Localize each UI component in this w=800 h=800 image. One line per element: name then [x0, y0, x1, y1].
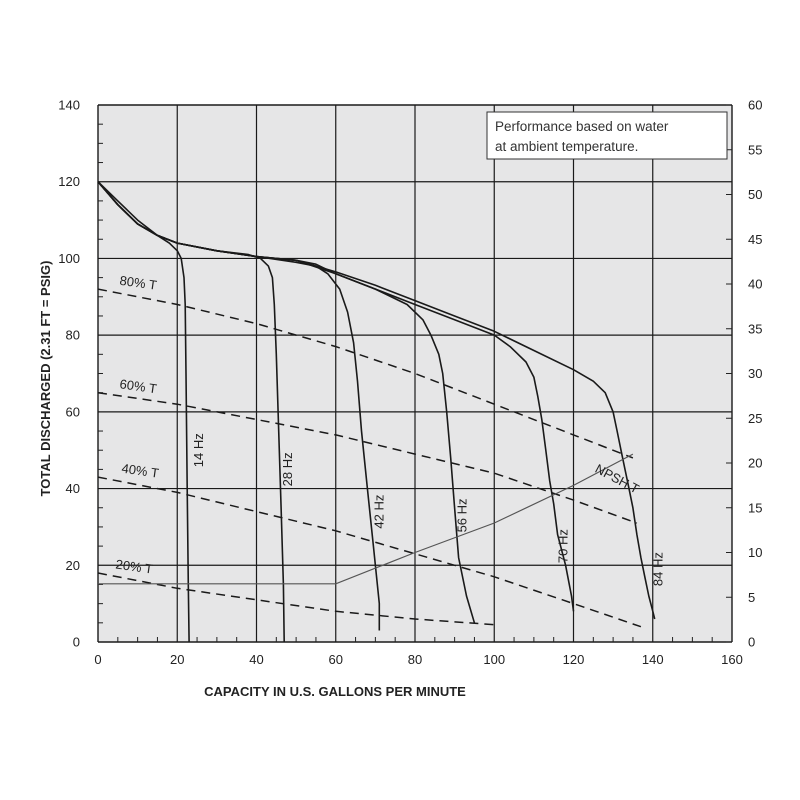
- y-axis-title: TOTAL DISCHARGED (2.31 FT = PSIG): [38, 261, 53, 497]
- speed-curve-label: 42 Hz: [371, 495, 386, 529]
- efficiency-curve-label: 20% T: [115, 557, 154, 577]
- speed-curve-label: 28 Hz: [280, 452, 295, 486]
- y-tick-label: 20: [66, 558, 80, 573]
- right-axis-ticks: 0 5 10 15 20 25 30 35 40 45 50 55 60: [748, 98, 762, 650]
- x-tick-label: 100: [483, 652, 505, 667]
- efficiency-curve-label: 60% T: [119, 376, 158, 396]
- speed-curve: [97, 181, 656, 620]
- right-axis-tick-label: 60: [748, 98, 762, 113]
- x-tick-label: 20: [170, 652, 184, 667]
- x-tick-label: 140: [642, 652, 664, 667]
- annotation-line-1: Performance based on water: [495, 119, 669, 134]
- right-axis-tick-label: 5: [748, 590, 755, 605]
- right-axis-tick-label: 25: [748, 411, 762, 426]
- annotation-box: Performance based on water at ambient te…: [486, 111, 728, 160]
- speed-curve-label: 56 Hz: [455, 498, 470, 532]
- minor-ticks: [98, 104, 732, 643]
- right-axis-tick-label: 55: [748, 142, 762, 157]
- x-tick-label: 160: [721, 652, 743, 667]
- x-axis-title: CAPACITY IN U.S. GALLONS PER MINUTE: [204, 684, 466, 699]
- right-axis-tick-label: 45: [748, 232, 762, 247]
- right-axis-tick-label: 15: [748, 500, 762, 515]
- speed-curve-label: 14 Hz: [191, 433, 206, 467]
- speed-curve-label: 70 Hz: [556, 529, 571, 563]
- right-axis-tick-label: 20: [748, 456, 762, 471]
- y-tick-label: 40: [66, 481, 80, 496]
- y-tick-label: 140: [58, 98, 80, 113]
- speed-curve: [97, 181, 190, 643]
- x-tick-label: 80: [408, 652, 422, 667]
- npsh-curve: [98, 453, 634, 585]
- right-axis-tick-label: 50: [748, 187, 762, 202]
- right-axis-tick-label: 30: [748, 366, 762, 381]
- efficiency-curve: [97, 288, 634, 459]
- right-axis-tick-label: 40: [748, 277, 762, 292]
- x-tick-label: 120: [563, 652, 585, 667]
- y-tick-label: 120: [58, 174, 80, 189]
- y-tick-label: 80: [66, 328, 80, 343]
- right-axis-tick-label: 0: [748, 635, 755, 650]
- efficiency-curve-label: 80% T: [119, 273, 158, 293]
- npsh-curve-group: [98, 453, 634, 585]
- efficiency-curve: [97, 391, 638, 524]
- efficiency-curves: [97, 288, 642, 628]
- y-tick-label: 0: [73, 635, 80, 650]
- efficiency-curve: [97, 476, 642, 628]
- right-axis-tick-label: 10: [748, 545, 762, 560]
- efficiency-curve-label: 40% T: [121, 461, 160, 481]
- speed-curves: [97, 181, 656, 643]
- annotation-line-2: at ambient temperature.: [495, 139, 638, 154]
- efficiency-curve: [97, 572, 495, 626]
- y-tick-label: 100: [58, 251, 80, 266]
- y-tick-label: 60: [66, 404, 80, 419]
- x-tick-label: 0: [94, 652, 101, 667]
- x-axis-ticks: 0 20 40 60 80 100 120 140 160: [94, 652, 742, 667]
- right-axis-tick-label: 35: [748, 321, 762, 336]
- speed-curve-label: 84 Hz: [651, 552, 666, 586]
- y-axis-ticks: 0 20 40 60 80 100 120 140: [58, 98, 80, 650]
- x-tick-label: 60: [329, 652, 343, 667]
- x-tick-label: 40: [249, 652, 263, 667]
